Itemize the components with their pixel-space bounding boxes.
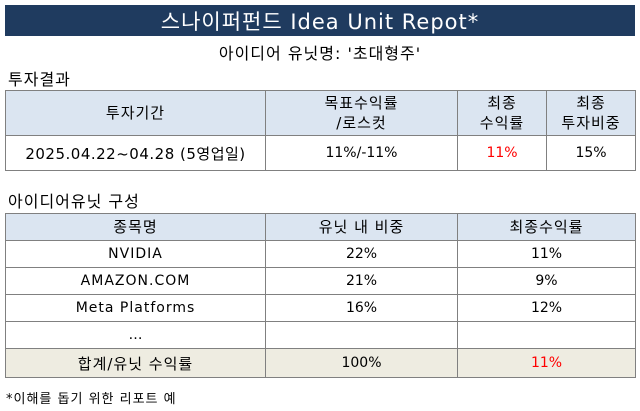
stock-name: NVIDIA	[5, 240, 266, 268]
stock-weight: 22%	[265, 240, 458, 268]
stock-return	[457, 321, 636, 349]
total-weight: 100%	[265, 348, 458, 378]
col-header-final-weight: 최종 투자비중	[546, 90, 636, 136]
footnote: *이해를 돕기 위한 리포트 예	[6, 392, 177, 407]
table-row: NVIDIA 22% 11%	[5, 240, 636, 268]
total-label: 합계/유닛 수익률	[5, 348, 266, 378]
col-header-final-return: 최종수익률	[457, 213, 636, 241]
table-header-row: 종목명 유닛 내 비중 최종수익률	[5, 213, 636, 241]
stock-weight	[265, 321, 458, 349]
stock-weight: 16%	[265, 294, 458, 322]
table-header-row: 투자기간 목표수익률/로스컷 최종 수익률 최종 투자비중	[5, 90, 636, 136]
col-header-stock: 종목명	[5, 213, 266, 241]
unit-composition-table: 종목명 유닛 내 비중 최종수익률 NVIDIA 22% 11% AMAZON.…	[5, 213, 636, 378]
stock-weight: 21%	[265, 267, 458, 295]
stock-return: 12%	[457, 294, 636, 322]
col-header-weight: 유닛 내 비중	[265, 213, 458, 241]
stock-name: Meta Platforms	[5, 294, 266, 322]
col-header-period: 투자기간	[5, 90, 266, 136]
table-row: AMAZON.COM 21% 9%	[5, 267, 636, 295]
target-cell: 11%/-11%	[265, 135, 458, 171]
final-return-cell: 11%	[457, 135, 547, 171]
report-title: 스나이퍼펀드 Idea Unit Repot*	[160, 9, 480, 34]
final-weight-cell: 15%	[546, 135, 636, 171]
unit-composition-heading: 아이디어유닛 구성	[8, 192, 140, 211]
table-row: Meta Platforms 16% 12%	[5, 294, 636, 322]
stock-return: 11%	[457, 240, 636, 268]
stock-return: 9%	[457, 267, 636, 295]
total-row: 합계/유닛 수익률 100% 11%	[5, 348, 636, 378]
report-title-banner: 스나이퍼펀드 Idea Unit Repot*	[5, 5, 635, 36]
investment-result-table: 투자기간 목표수익률/로스컷 최종 수익률 최종 투자비중 2025.04.22~0…	[5, 90, 636, 171]
table-row: …	[5, 321, 636, 349]
investment-result-heading: 투자결과	[8, 70, 71, 89]
stock-name: …	[5, 321, 266, 349]
period-cell: 2025.04.22~04.28 (5영업일)	[5, 135, 266, 171]
total-return: 11%	[457, 348, 636, 378]
unit-name: 아이디어 유닛명: '초대형주'	[218, 44, 422, 63]
table-row: 2025.04.22~04.28 (5영업일) 11%/-11% 11% 15%	[5, 135, 636, 171]
col-header-target: 목표수익률/로스컷	[265, 90, 458, 136]
stock-name: AMAZON.COM	[5, 267, 266, 295]
